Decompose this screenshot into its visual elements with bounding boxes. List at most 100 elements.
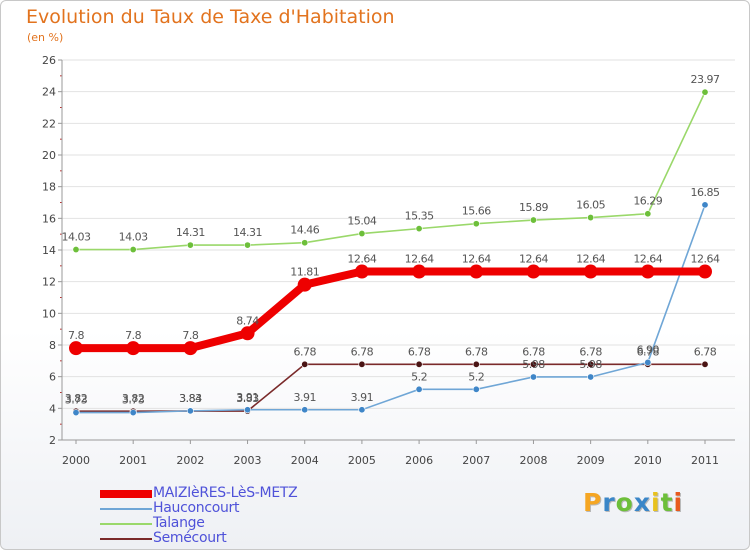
logo-letter: i <box>651 488 661 517</box>
data-point-sem-court <box>301 360 309 368</box>
y-tick-label: 4 <box>49 402 56 415</box>
data-label-maizi-res-l-s-metz: 12.64 <box>633 253 662 266</box>
logo-letter: x <box>633 488 651 517</box>
data-label-talange: 15.35 <box>405 210 434 223</box>
data-label-maizi-res-l-s-metz: 12.64 <box>576 253 605 266</box>
series-lines <box>69 88 712 417</box>
data-point-maizi-res-l-s-metz <box>126 341 141 356</box>
data-label-maizi-res-l-s-metz: 8.74 <box>236 314 259 327</box>
data-point-talange <box>644 210 652 218</box>
data-point-maizi-res-l-s-metz <box>412 264 427 279</box>
x-tick-label: 2009 <box>577 454 605 467</box>
data-point-sem-court <box>415 360 423 368</box>
data-label-talange: 15.66 <box>462 205 491 218</box>
series-line-talange <box>76 91 706 251</box>
data-label-maizi-res-l-s-metz: 7.8 <box>125 329 141 342</box>
data-point-maizi-res-l-s-metz <box>183 341 198 356</box>
data-label-talange: 16.29 <box>633 195 662 208</box>
x-tick-label: 2011 <box>691 454 719 467</box>
data-label-sem-court: 6.78 <box>637 345 660 358</box>
legend-swatch-maizieres <box>100 490 152 498</box>
legend-swatch-talange <box>100 523 152 525</box>
data-point-hauconcourt <box>186 407 194 415</box>
data-point-talange <box>301 239 309 247</box>
data-label-hauconcourt: 5.98 <box>522 358 545 371</box>
data-label-talange: 15.04 <box>347 215 376 228</box>
data-point-maizi-res-l-s-metz <box>469 264 484 279</box>
y-tick-label: 10 <box>42 307 56 320</box>
data-point-maizi-res-l-s-metz <box>297 277 312 292</box>
chart-y-unit: (en %) <box>27 31 64 44</box>
y-tick-label: 18 <box>42 181 56 194</box>
data-label-maizi-res-l-s-metz: 12.64 <box>691 253 720 266</box>
data-point-talange <box>358 230 366 238</box>
data-label-maizi-res-l-s-metz: 12.64 <box>347 253 376 266</box>
x-tick-label: 2008 <box>519 454 547 467</box>
data-label-talange: 14.31 <box>233 226 262 239</box>
legend-label-hauconcourt: Hauconcourt <box>153 500 240 516</box>
logo-letter: P <box>583 488 603 517</box>
data-label-hauconcourt: 3.73 <box>65 394 88 407</box>
data-label-sem-court: 3.82 <box>122 392 145 405</box>
data-label-talange: 15.89 <box>519 201 548 214</box>
legend-label-semecourt: Semécourt <box>153 530 227 546</box>
data-label-sem-court: 6.78 <box>465 345 488 358</box>
data-label-hauconcourt: 5.98 <box>579 358 602 371</box>
data-label-sem-court: 6.78 <box>293 345 316 358</box>
x-tick-label: 2007 <box>462 454 490 467</box>
data-point-hauconcourt <box>72 409 80 417</box>
x-tick-label: 2001 <box>119 454 147 467</box>
data-label-maizi-res-l-s-metz: 11.81 <box>290 266 319 279</box>
y-tick-label: 8 <box>49 339 56 352</box>
data-point-hauconcourt <box>301 406 309 414</box>
data-point-maizi-res-l-s-metz <box>69 341 83 356</box>
data-label-sem-court: 6.78 <box>522 345 545 358</box>
proxiti-logo: Proxiti <box>583 488 683 517</box>
y-tick-label: 6 <box>49 371 56 384</box>
y-tick-label: 24 <box>42 86 56 99</box>
data-point-talange <box>72 246 80 254</box>
y-tick-label: 12 <box>42 276 56 289</box>
data-label-hauconcourt: 3.91 <box>236 391 259 404</box>
data-point-sem-court <box>472 360 480 368</box>
data-label-maizi-res-l-s-metz: 12.64 <box>405 253 434 266</box>
data-point-sem-court <box>701 360 709 368</box>
data-point-sem-court <box>358 360 366 368</box>
data-label-maizi-res-l-s-metz: 7.8 <box>68 329 84 342</box>
data-point-hauconcourt <box>244 406 252 414</box>
data-point-maizi-res-l-s-metz <box>354 264 369 279</box>
y-tick-label: 16 <box>42 212 56 225</box>
x-tick-label: 2005 <box>348 454 376 467</box>
data-label-sem-court: 6.78 <box>579 345 602 358</box>
data-point-talange <box>186 241 194 249</box>
data-point-maizi-res-l-s-metz <box>526 264 541 279</box>
data-point-hauconcourt <box>529 373 537 381</box>
legend-swatch-hauconcourt <box>100 508 152 510</box>
data-point-hauconcourt <box>415 385 423 393</box>
data-label-maizi-res-l-s-metz: 12.64 <box>519 253 548 266</box>
data-label-talange: 14.03 <box>62 231 91 244</box>
data-point-talange <box>701 88 709 96</box>
x-tick-label: 2004 <box>291 454 319 467</box>
data-point-talange <box>244 241 252 249</box>
x-tick-label: 2002 <box>176 454 204 467</box>
data-label-hauconcourt: 3.84 <box>179 392 202 405</box>
data-point-hauconcourt <box>129 409 137 417</box>
grid-lines <box>62 59 735 409</box>
legend-label-maizieres: MAIZIèRES-LèS-METZ <box>153 485 298 501</box>
data-label-maizi-res-l-s-metz: 7.8 <box>182 329 198 342</box>
data-label-maizi-res-l-s-metz: 12.64 <box>462 253 491 266</box>
data-label-sem-court: 3.82 <box>65 392 88 405</box>
data-point-talange <box>529 216 537 224</box>
data-label-talange: 23.97 <box>691 73 720 86</box>
y-tick-label: 2 <box>49 434 56 447</box>
legend-label-talange: Talange <box>153 515 205 531</box>
logo-letter: r <box>602 488 616 517</box>
y-tick-label: 20 <box>42 149 56 162</box>
data-label-talange: 14.03 <box>119 231 148 244</box>
data-point-talange <box>129 246 137 254</box>
data-label-hauconcourt: 6.90 <box>637 343 660 356</box>
data-label-sem-court: 6.78 <box>694 345 717 358</box>
data-point-maizi-res-l-s-metz <box>583 264 598 279</box>
series-data-labels: 14.03 14.03 14.31 14.31 14.46 15.04 15.35 15.66… <box>62 73 721 407</box>
